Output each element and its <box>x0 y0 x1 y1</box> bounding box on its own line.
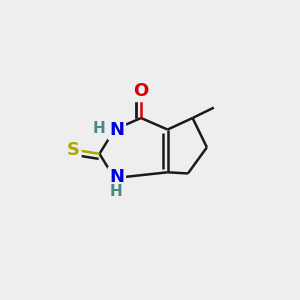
Text: N: N <box>109 121 124 139</box>
Text: O: O <box>134 82 149 100</box>
Text: N: N <box>109 168 124 186</box>
Text: H: H <box>110 184 123 199</box>
Text: S: S <box>67 141 80 159</box>
Text: H: H <box>92 122 105 136</box>
